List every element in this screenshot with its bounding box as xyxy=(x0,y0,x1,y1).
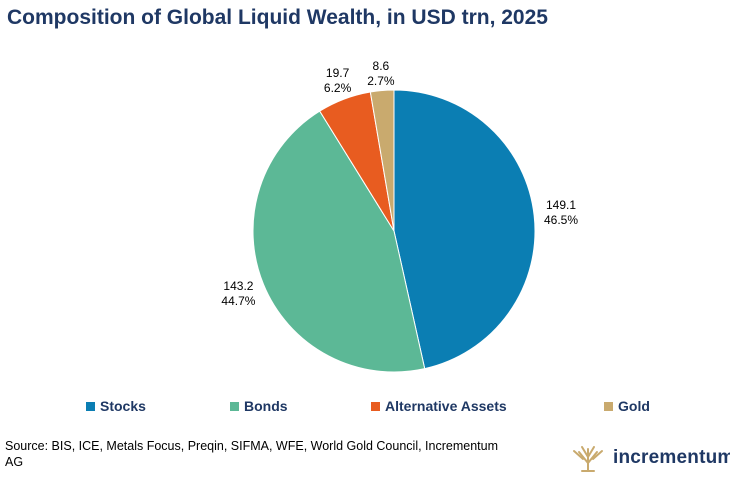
slice-value-gold: 8.6 xyxy=(372,58,390,73)
legend-item-alternative-assets: Alternative Assets xyxy=(371,398,507,414)
slice-label-bonds: 143.2 44.7% xyxy=(221,279,255,309)
legend-swatch-bonds xyxy=(230,401,239,411)
legend-label-stocks: Stocks xyxy=(100,398,146,414)
legend-label-bonds: Bonds xyxy=(244,398,288,414)
logo: incrementum xyxy=(571,443,730,473)
legend-swatch-stocks xyxy=(86,401,95,411)
legend-swatch-alternative-assets xyxy=(371,401,380,411)
legend-label-gold: Gold xyxy=(618,398,650,414)
legend: Stocks Bonds Alternative Assets Gold xyxy=(0,398,730,416)
source-note: Source: BIS, ICE, Metals Focus, Preqin, … xyxy=(5,439,498,469)
logo-text: incrementum xyxy=(613,447,730,468)
tree-icon xyxy=(573,446,603,472)
slice-label-stocks: 149.1 46.5% xyxy=(544,198,578,228)
slice-label-gold: 8.6 2.7% xyxy=(367,59,394,89)
pie-slice-bonds xyxy=(252,110,426,373)
legend-label-alternative-assets: Alternative Assets xyxy=(385,398,507,414)
legend-swatch-gold xyxy=(604,401,613,411)
slice-value-stocks: 149.1 xyxy=(545,197,577,212)
slice-label-alternative-assets: 19.7 6.2% xyxy=(324,66,351,96)
slice-value-bonds: 143.2 xyxy=(223,279,254,294)
slice-percent-stocks: 46.5% xyxy=(543,212,579,227)
legend-item-bonds: Bonds xyxy=(230,398,288,414)
legend-item-gold: Gold xyxy=(604,398,650,414)
pie-slice-stocks xyxy=(393,89,536,370)
slice-percent-bonds: 44.7% xyxy=(221,294,256,309)
legend-item-stocks: Stocks xyxy=(86,398,146,414)
slice-value-alternative-assets: 19.7 xyxy=(325,66,350,81)
slice-percent-gold: 2.7% xyxy=(367,73,395,88)
slice-percent-alternative-assets: 6.2% xyxy=(323,81,352,96)
chart-title: Composition of Global Liquid Wealth, in … xyxy=(7,6,548,29)
pie-slice-gold xyxy=(369,89,395,232)
pie-chart xyxy=(252,89,536,373)
